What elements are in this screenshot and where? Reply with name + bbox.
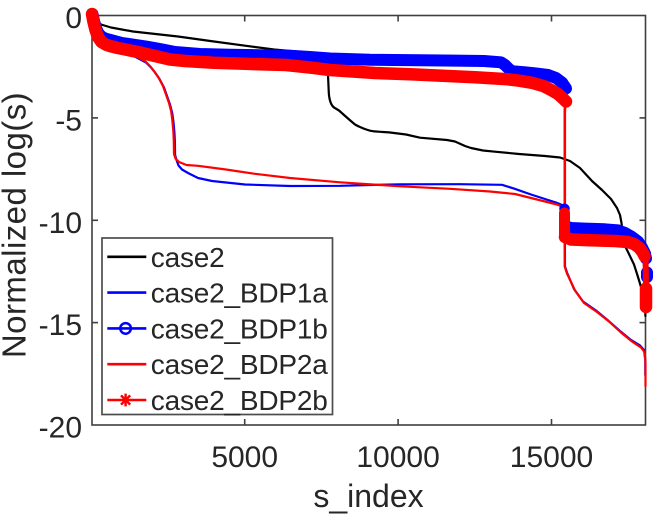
svg-text:s_index: s_index [313, 478, 423, 514]
svg-text:case2_BDP1b: case2_BDP1b [151, 313, 328, 344]
svg-text:case2: case2 [151, 242, 225, 273]
svg-text:15000: 15000 [510, 441, 593, 474]
svg-text:-15: -15 [39, 309, 82, 342]
svg-text:5000: 5000 [211, 441, 278, 474]
svg-text:case2_BDP2a: case2_BDP2a [151, 349, 328, 380]
svg-text:-20: -20 [39, 412, 82, 445]
svg-text:case2_BDP1a: case2_BDP1a [151, 278, 328, 309]
svg-text:Normalized log(s): Normalized log(s) [0, 92, 33, 358]
svg-text:0: 0 [65, 2, 82, 35]
svg-text:10000: 10000 [356, 441, 439, 474]
svg-text:case2_BDP2b: case2_BDP2b [151, 385, 328, 416]
svg-text:-10: -10 [39, 207, 82, 240]
svg-text:-5: -5 [55, 104, 82, 137]
